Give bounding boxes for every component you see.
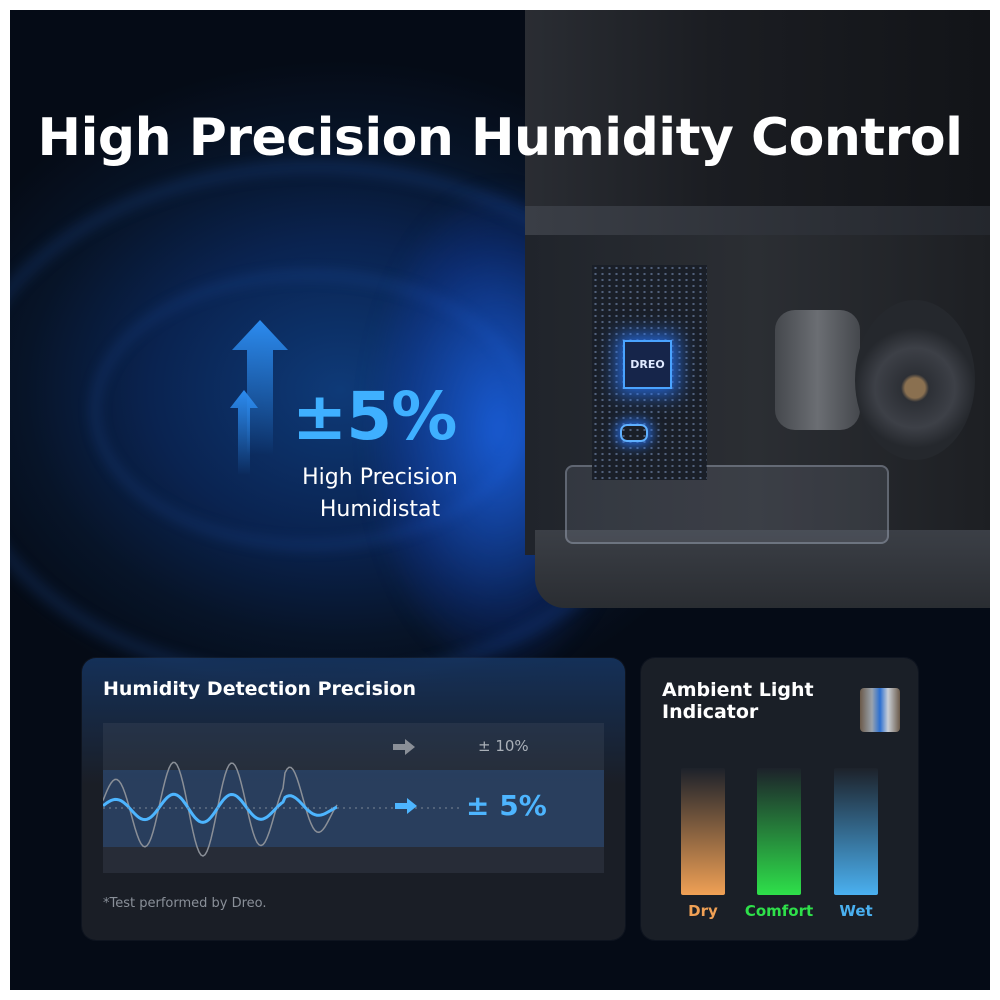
indicator-bar-dry [681,768,725,895]
device-base [535,530,990,608]
wave-12 [103,792,338,824]
device-thumbnail [860,688,900,732]
humidity-sensor [620,424,648,442]
indicator-label: Comfort [744,902,814,920]
label-5-percent: ± 5% [466,789,547,822]
rising-arrows-icon [230,320,288,475]
dreo-chip: DREO [623,340,672,389]
title-line2: Indicator [662,701,759,723]
indicator-bar-comfort [757,768,801,895]
tolerance-band [103,770,604,847]
arrow-10-percent-icon [393,739,415,755]
hero-banner: DREO High Precision Humidity Control ±5%… [10,10,990,990]
precision-label-line2: Humidistat [319,497,441,522]
precision-label-line1: High Precision [302,465,458,490]
device-ring [525,206,990,236]
indicator-label: Dry [688,902,718,920]
precision-chart: ± 10% ± 5% [103,723,604,873]
indicator-label: Wet [839,902,873,920]
fan-housing [775,310,860,430]
precision-card: Humidity Detection Precision ± 10% ± 5% … [82,658,625,940]
precision-label: High Precision Humidistat [270,462,490,526]
water-tray [565,465,889,544]
wave-plot [103,739,463,857]
humidifier-cutaway: DREO [525,10,990,610]
title-line1: Ambient Light [662,679,814,701]
wave-40 [103,761,338,857]
fan-motor [855,300,975,460]
page-title: High Precision Humidity Control [37,108,963,168]
ambient-light-title: Ambient Light Indicator [662,679,814,723]
arrow-large [232,320,288,455]
device-tank [525,10,990,210]
label-10-percent: ± 10% [478,737,529,755]
arrow-5-percent-icon [395,798,417,814]
footnote: *Test performed by Dreo. [103,896,267,911]
ambient-light-card: Ambient Light Indicator Dry Comfort Wet [641,658,918,940]
precision-value: ±5% [292,378,457,455]
precision-card-title: Humidity Detection Precision [103,678,416,700]
arrow-small [230,390,258,475]
indicator-bar-wet [834,768,878,895]
